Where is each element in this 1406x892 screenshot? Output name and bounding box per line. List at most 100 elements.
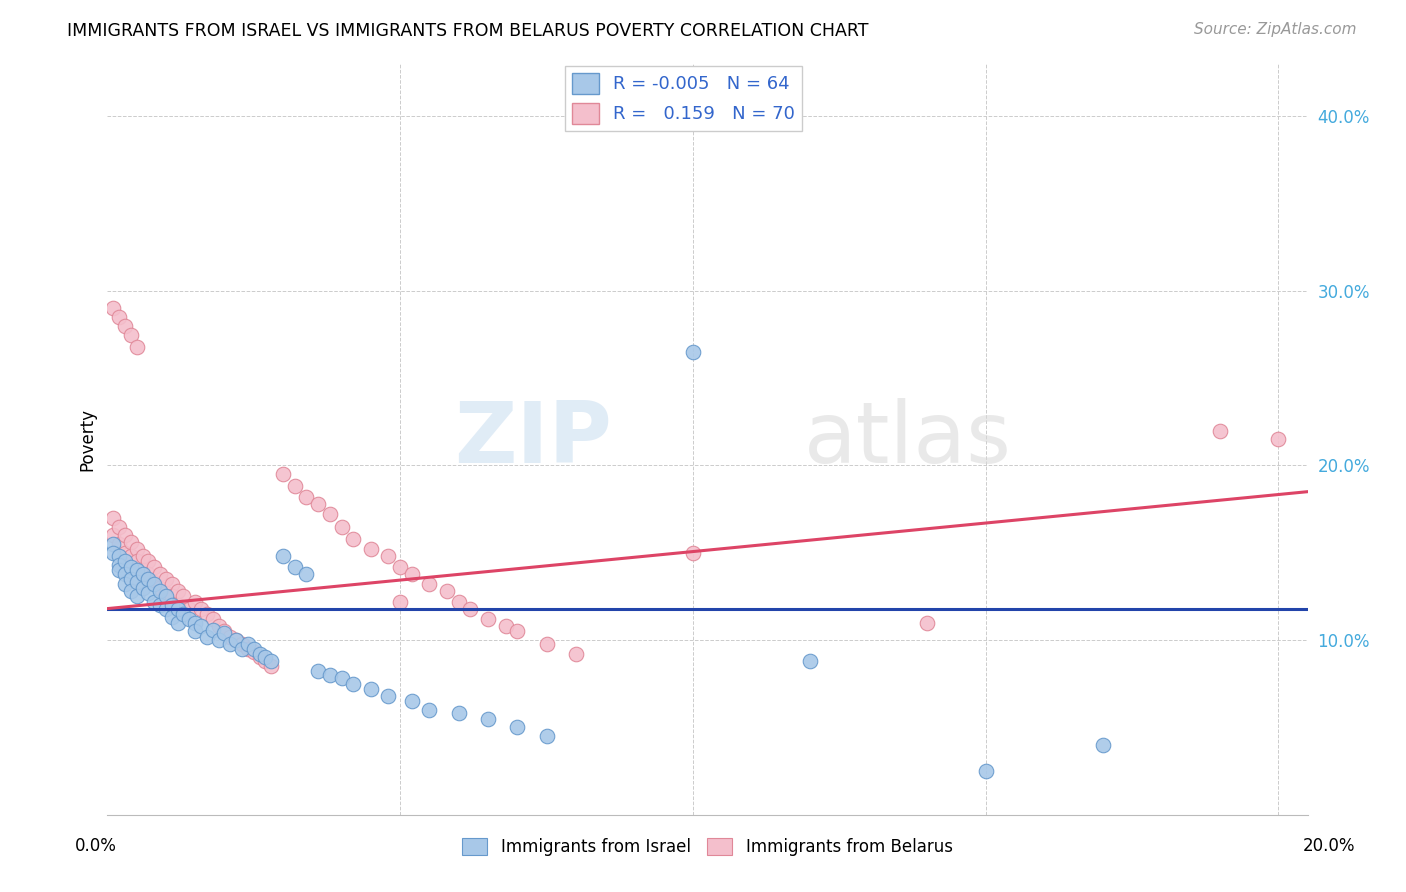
Point [190, 601, 212, 615]
Point [418, 703, 440, 717]
Point [249, 650, 271, 665]
Point [173, 590, 195, 604]
Point [254, 654, 277, 668]
Text: atlas: atlas [804, 398, 1011, 481]
Point [271, 549, 294, 564]
Point [125, 590, 148, 604]
Point [1091, 738, 1114, 752]
Point [536, 729, 558, 743]
Point [377, 549, 399, 564]
Point [184, 594, 207, 608]
Point [231, 641, 253, 656]
Point [114, 528, 136, 542]
Point [536, 636, 558, 650]
Point [1267, 432, 1289, 446]
Point [160, 598, 183, 612]
Point [1209, 424, 1232, 438]
Point [477, 712, 499, 726]
Point [108, 563, 131, 577]
Point [149, 598, 172, 612]
Point [184, 615, 207, 630]
Point [179, 612, 201, 626]
Point [103, 528, 125, 542]
Point [447, 594, 470, 608]
Point [155, 590, 177, 604]
Point [108, 549, 131, 564]
Point [225, 633, 247, 648]
Point [506, 720, 529, 734]
Point [155, 586, 177, 600]
Point [249, 647, 271, 661]
Point [160, 610, 183, 624]
Point [565, 647, 588, 661]
Point [389, 594, 412, 608]
Point [125, 575, 148, 590]
Point [166, 601, 188, 615]
Point [143, 559, 166, 574]
Point [214, 624, 236, 639]
Text: IMMIGRANTS FROM ISRAEL VS IMMIGRANTS FROM BELARUS POVERTY CORRELATION CHART: IMMIGRANTS FROM ISRAEL VS IMMIGRANTS FRO… [67, 22, 869, 40]
Point [108, 558, 131, 572]
Point [179, 601, 201, 615]
Point [799, 654, 821, 668]
Point [195, 607, 218, 621]
Point [125, 542, 148, 557]
Text: Source: ZipAtlas.com: Source: ZipAtlas.com [1194, 22, 1357, 37]
Point [114, 318, 136, 333]
Point [190, 619, 212, 633]
Point [342, 676, 364, 690]
Point [160, 577, 183, 591]
Point [149, 584, 172, 599]
Point [160, 590, 183, 604]
Point [295, 566, 318, 581]
Point [131, 563, 153, 577]
Point [682, 345, 704, 359]
Point [195, 630, 218, 644]
Point [401, 566, 423, 581]
Point [125, 554, 148, 568]
Point [330, 519, 353, 533]
Point [342, 532, 364, 546]
Point [114, 554, 136, 568]
Point [219, 630, 242, 644]
Point [477, 612, 499, 626]
Point [214, 626, 236, 640]
Point [155, 601, 177, 615]
Point [242, 641, 264, 656]
Point [319, 668, 342, 682]
Point [360, 681, 382, 696]
Point [271, 467, 294, 482]
Y-axis label: Poverty: Poverty [79, 408, 96, 471]
Point [242, 645, 264, 659]
Point [974, 764, 997, 778]
Point [284, 479, 307, 493]
Point [307, 497, 329, 511]
Point [447, 706, 470, 721]
Text: ZIP: ZIP [454, 398, 612, 481]
Point [360, 542, 382, 557]
Point [330, 672, 353, 686]
Point [184, 624, 207, 639]
Point [295, 490, 318, 504]
Point [131, 549, 153, 564]
Point [138, 572, 160, 586]
Point [201, 612, 224, 626]
Point [120, 327, 142, 342]
Point [207, 633, 229, 648]
Point [138, 554, 160, 568]
Point [149, 566, 172, 581]
Point [219, 636, 242, 650]
Legend: R = -0.005   N = 64, R =   0.159   N = 70: R = -0.005 N = 64, R = 0.159 N = 70 [565, 66, 803, 131]
Point [138, 566, 160, 581]
Point [114, 566, 136, 581]
Point [201, 623, 224, 637]
Point [125, 563, 148, 577]
Point [103, 301, 125, 316]
Point [207, 619, 229, 633]
Point [173, 607, 195, 621]
Point [125, 340, 148, 354]
Point [254, 650, 277, 665]
Point [120, 535, 142, 549]
Point [120, 559, 142, 574]
Point [377, 689, 399, 703]
